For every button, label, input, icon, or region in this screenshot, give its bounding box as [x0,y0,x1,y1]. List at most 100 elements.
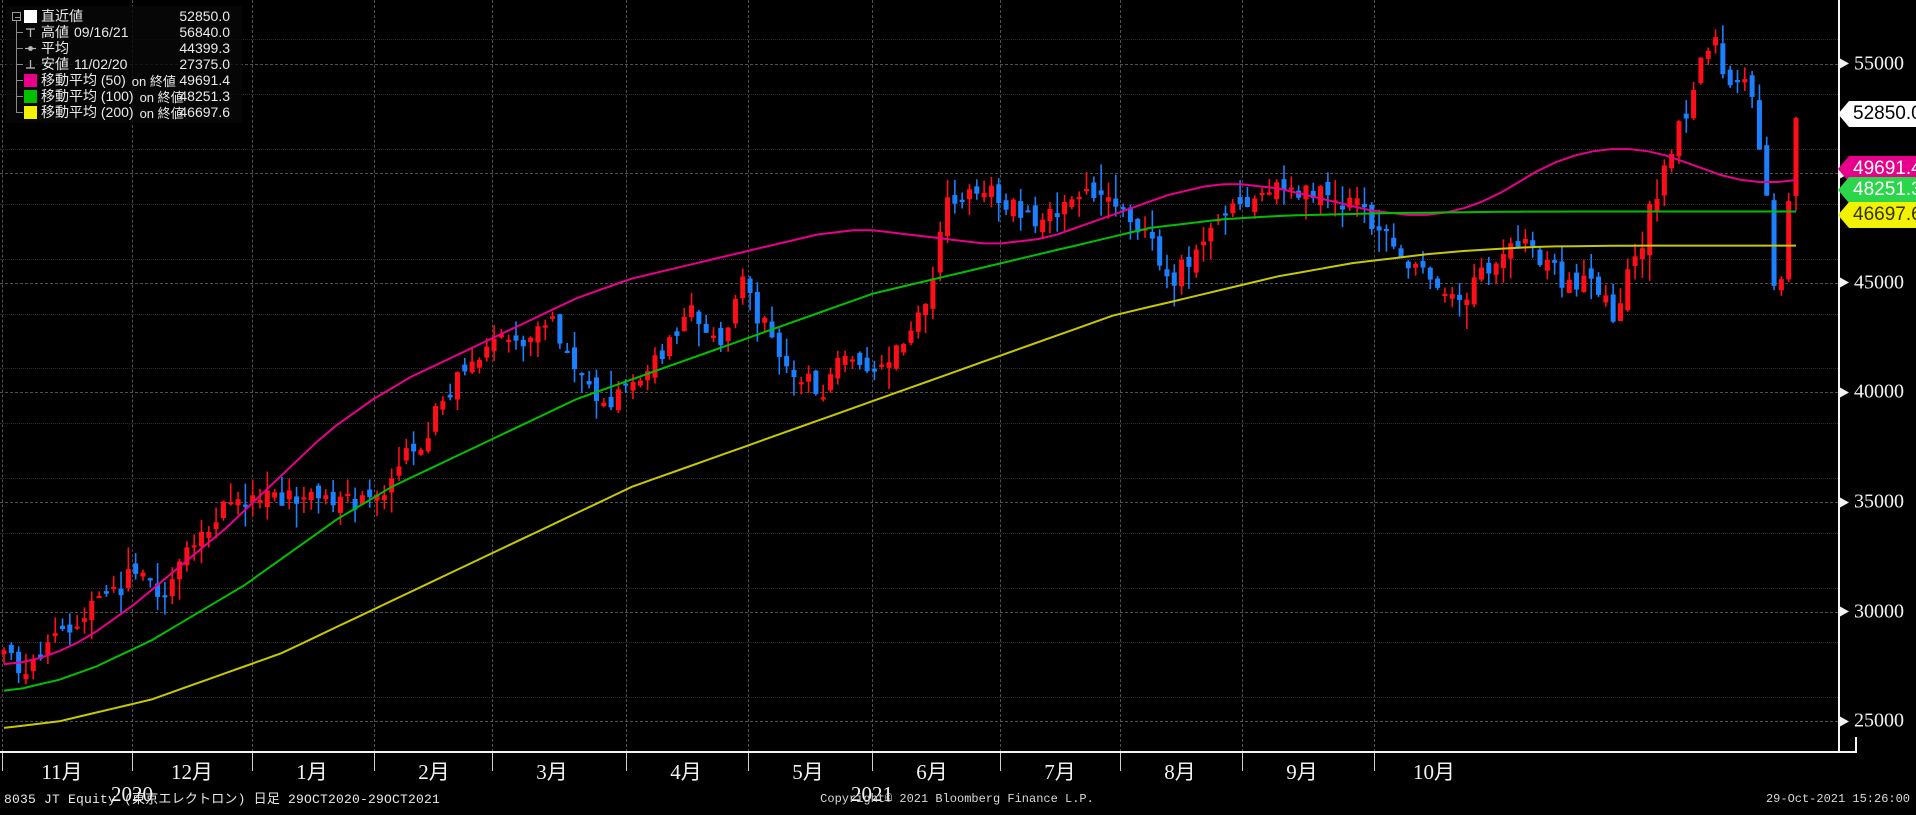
gridline-h [0,502,1838,504]
candle-body [294,496,300,504]
gridline-v [252,0,253,752]
y-axis-tick-label: 35000 [1840,491,1904,514]
x-axis-tickmark [1120,753,1121,771]
legend-basis: on 終値 [131,73,176,89]
gridline-v [1000,0,1001,752]
candle-body [177,561,183,580]
candle-body [125,569,131,589]
legend-row[interactable]: 高値 09/16/21 56840.0 [10,24,236,40]
candle-body [1310,190,1316,199]
x-axis-tickmark [1242,753,1243,771]
candle-body [806,373,812,382]
candle-body [462,364,468,372]
last-price-tag: 52850.0 [1838,101,1916,127]
candle-body [557,314,563,344]
candle-body [352,498,358,510]
candle-body [1705,50,1711,59]
legend-row[interactable]: 移動平均 (50) on 終値 49691.4 [10,72,236,89]
legend-row[interactable]: 直近値 52850.0 [10,8,236,24]
legend-value: 49691.4 [179,72,230,88]
gridline-h-minor [0,149,1838,151]
candle-body [1530,240,1536,247]
candle-body [1040,219,1046,233]
candle-body [572,347,578,370]
x-axis-month-label: 2月 [418,760,450,784]
candle-body [52,633,58,637]
candle-body [1691,89,1697,119]
legend-value: 56840.0 [179,24,230,40]
candle-body [718,327,724,346]
candle-body [1032,205,1038,227]
candle-body [440,401,446,410]
candle-body [1405,261,1411,269]
legend-row[interactable]: 移動平均 (100) on 終値 48251.3 [10,88,236,105]
candle-body [1201,241,1207,246]
security-description: 8035 JT Equity (東京エレクトロン) 日足 29OCT2020-2… [4,792,441,807]
candle-body [710,335,716,339]
axis-corner-v [1855,737,1857,753]
candle-body [608,396,614,408]
candle-body [1369,204,1375,230]
candle-body [1,650,7,655]
chart-legend[interactable]: 直近値 52850.0 高値 09/16/21 56840.0 平均 44399.3 安値 11… [6,6,242,123]
gridline-h [0,392,1838,394]
candle-body [184,547,190,566]
candle-body [308,491,314,500]
candle-body [1742,79,1748,83]
candle-body [1105,197,1111,202]
candle-body [476,359,482,368]
candle-body [981,192,987,198]
legend-basis: on 終値 [139,105,184,121]
candle-body [1727,69,1733,86]
candle-body [454,372,460,400]
candle-body [374,494,380,501]
candle-body [937,231,943,273]
candle-body [959,199,965,203]
candle-body [1566,279,1572,293]
y-axis-line [1838,0,1840,752]
candle-body [1398,248,1404,258]
candle-body [1208,227,1214,242]
x-axis-tickmark [1000,753,1001,771]
candle-body [630,381,636,391]
gridline-v [872,0,873,752]
tree-branch-icon [10,104,24,120]
candle-body [1771,200,1777,286]
ma200-tag: 46697.6 [1838,202,1916,228]
average-marker-icon [24,42,37,55]
candle-body [1288,187,1294,190]
candle-body [242,504,248,507]
candle-body [89,600,95,621]
candle-body [893,345,899,369]
x-axis-tickmark [748,753,749,771]
candle-body [996,184,1002,204]
candle-body [923,303,929,316]
candle-body [791,369,797,378]
candle-body [1574,272,1580,290]
candle-body [952,195,958,204]
candle-body [645,371,651,381]
y-axis-tick-label: 45000 [1840,271,1904,294]
candle-body [1091,182,1097,198]
candle-body [842,355,848,365]
legend-row[interactable]: 平均 44399.3 [10,40,236,56]
candle-body [1683,113,1689,119]
gridline-h-minor [0,423,1838,425]
x-axis-tickmark [374,753,375,771]
legend-value: 52850.0 [179,8,230,24]
candle-body [747,278,753,294]
x-axis-month-label: 12月 [171,760,213,784]
candle-body [381,495,387,501]
legend-row[interactable]: 安値 11/02/20 27375.0 [10,56,236,72]
candle-body [1318,186,1324,206]
x-axis-tickmark [2,753,3,771]
candle-body [1222,213,1228,216]
candle-body [389,478,395,493]
candle-body [8,644,14,653]
candle-body [1632,256,1638,267]
gridline-v [1374,0,1375,752]
chart-plot-area[interactable] [0,0,1838,752]
legend-row[interactable]: 移動平均 (200) on 終値 46697.6 [10,104,236,121]
y-axis-tick-label: 25000 [1840,710,1904,733]
